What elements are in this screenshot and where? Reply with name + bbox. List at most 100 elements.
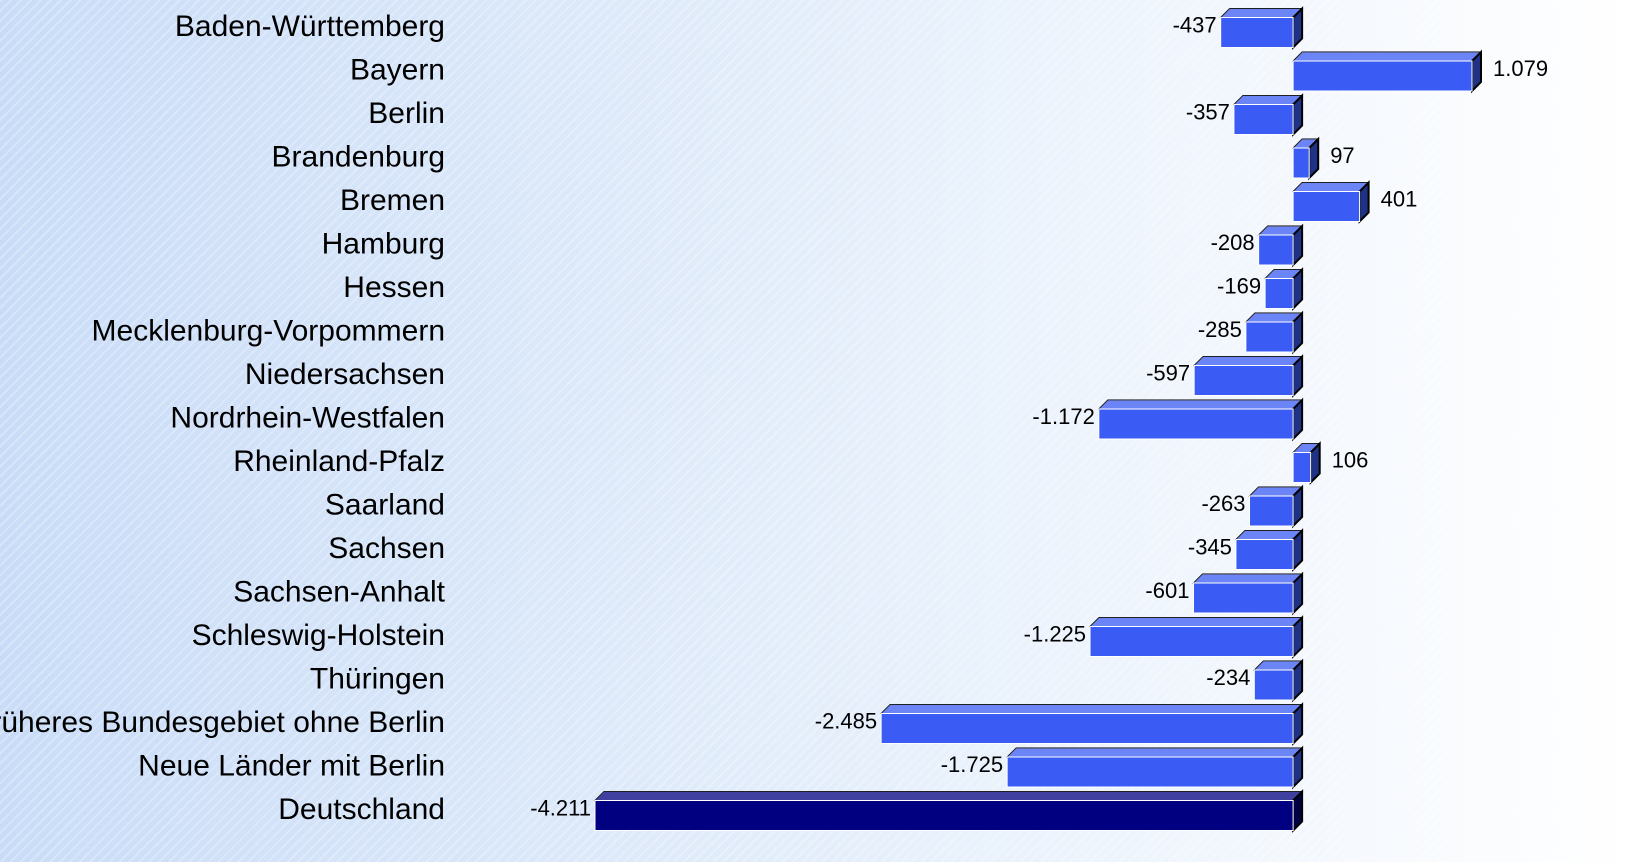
bar-front: [1193, 365, 1294, 396]
bar: [1097, 397, 1304, 442]
bar-top-shade: [1293, 182, 1369, 192]
value-label: 106: [1332, 447, 1369, 472]
category-label: Schleswig-Holstein: [192, 619, 445, 652]
bar-side-shade: [1293, 313, 1303, 352]
bar-front: [1245, 321, 1294, 353]
bar-side-shade: [1293, 574, 1303, 613]
bar-side-shade: [1293, 269, 1303, 309]
value-label: -1.172: [1032, 404, 1094, 429]
bar-front: [1233, 104, 1294, 135]
category-label: Hamburg: [322, 227, 445, 260]
bar: [1253, 658, 1304, 703]
bar-side-shade: [1293, 8, 1303, 48]
bar-top-shade: [1220, 8, 1303, 18]
bar-side-shade: [1309, 139, 1319, 178]
bar: [1257, 223, 1304, 268]
bar-side-shade: [1472, 52, 1481, 91]
category-label: Hessen: [343, 271, 445, 304]
bar-front: [1089, 626, 1294, 657]
category-label: Bremen: [340, 184, 445, 217]
bar-front: [1292, 147, 1310, 179]
value-label: -263: [1201, 491, 1245, 516]
bar: [879, 702, 1304, 746]
bar-side-shade: [1293, 617, 1303, 657]
value-label: -285: [1198, 317, 1242, 342]
bar-top-shade: [1293, 443, 1320, 453]
bar-side-shade: [1293, 487, 1303, 526]
category-label: Berlin: [368, 97, 445, 130]
value-label: 97: [1330, 143, 1354, 168]
category-label: Früheres Bundesgebiet ohne Berlin: [0, 706, 445, 739]
value-label: -437: [1173, 12, 1217, 37]
category-label: Bayern: [350, 53, 445, 86]
bar: [1232, 93, 1304, 137]
bar-front: [1292, 191, 1361, 222]
bar-side-shade: [1293, 400, 1303, 439]
bar-side-shade: [1293, 95, 1303, 135]
value-label: -1.725: [941, 752, 1003, 777]
category-label: Deutschland: [278, 793, 445, 826]
bar-top-shade: [1007, 748, 1303, 757]
bar-top-shade: [1193, 574, 1303, 583]
bar-front: [1192, 582, 1294, 614]
bar-top-shade: [1249, 487, 1303, 496]
bar-front: [594, 800, 1294, 831]
bar: [1291, 136, 1320, 181]
bar-top-shade: [1098, 400, 1303, 409]
bar: [1291, 180, 1370, 224]
bar-side-shade: [1293, 748, 1303, 787]
bar-front: [1098, 408, 1294, 440]
bar: [1088, 615, 1304, 659]
category-label: Thüringen: [310, 662, 445, 695]
bar-top-shade: [595, 791, 1303, 801]
bar-front: [1258, 234, 1294, 266]
bar: [1234, 528, 1304, 572]
value-label: -234: [1206, 665, 1250, 690]
bar: [593, 789, 1304, 833]
bar-front: [1220, 17, 1294, 48]
bar-top-shade: [1254, 661, 1303, 670]
value-label: -357: [1186, 99, 1230, 124]
bar-front: [1235, 539, 1294, 570]
bar-front: [1006, 756, 1294, 788]
bar: [1291, 49, 1483, 94]
bar-top-shade: [1258, 226, 1303, 235]
bar-front: [1264, 278, 1294, 309]
bar-side-shade: [1293, 791, 1303, 831]
bar-top-shade: [1265, 269, 1303, 279]
value-label: -2.485: [815, 708, 877, 733]
bar-top-shade: [1090, 617, 1303, 627]
value-label: -169: [1217, 273, 1261, 298]
category-label: Saarland: [325, 488, 445, 521]
bar-side-shade: [1293, 704, 1303, 744]
category-label: Sachsen: [328, 532, 445, 565]
value-label: -601: [1145, 578, 1189, 603]
bar-side-shade: [1293, 226, 1303, 265]
category-label: Rheinland-Pfalz: [233, 445, 445, 478]
bar-side-shade: [1310, 443, 1320, 483]
bar-top-shade: [1293, 52, 1481, 61]
category-label: Baden-Württemberg: [175, 10, 445, 43]
value-label: -4.211: [530, 795, 591, 820]
category-label: Sachsen-Anhalt: [233, 575, 445, 608]
bar: [1005, 745, 1304, 790]
category-label: Mecklenburg-Vorpommern: [92, 314, 445, 347]
bar-front: [1253, 669, 1294, 701]
bar-top-shade: [1235, 530, 1303, 540]
bar-front: [1249, 495, 1294, 527]
category-label: Neue Länder mit Berlin: [138, 749, 445, 782]
bar-top-shade: [1233, 95, 1303, 105]
value-label: -597: [1146, 360, 1190, 385]
category-label: Niedersachsen: [245, 358, 445, 391]
category-label: Brandenburg: [272, 140, 445, 173]
bar-front: [1292, 452, 1312, 483]
bar: [1291, 441, 1321, 485]
bar-front: [1292, 60, 1473, 92]
bar: [1263, 267, 1304, 311]
bar: [1192, 354, 1304, 398]
bar-front: [880, 713, 1294, 744]
value-label: -345: [1188, 534, 1232, 559]
bar: [1192, 571, 1304, 616]
